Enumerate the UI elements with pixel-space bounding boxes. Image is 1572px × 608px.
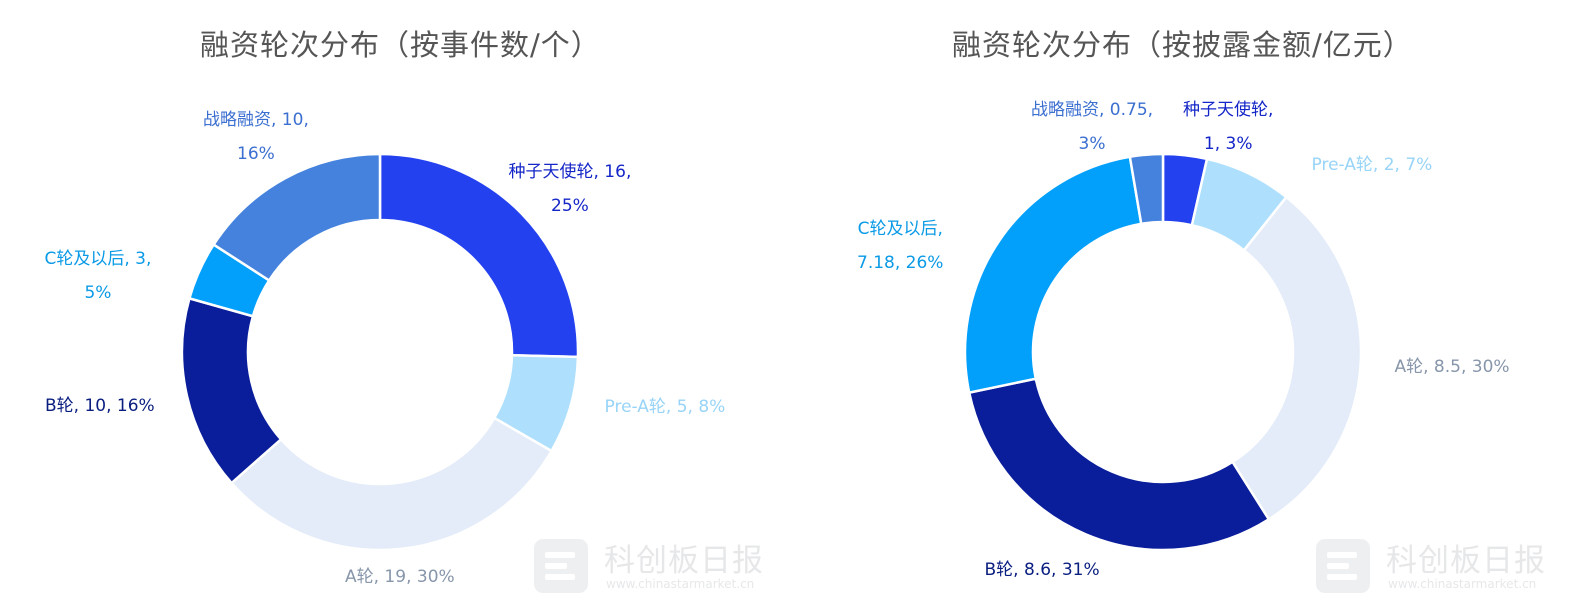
watermark-name: 科创板日报 — [604, 543, 764, 579]
slice-events-5 — [211, 152, 382, 283]
chart-title-amount: 融资轮次分布（按披露金额/亿元） — [952, 28, 1413, 62]
slice-label-line: 战略融资, 10, — [203, 110, 309, 130]
slice-label-line: A轮, 8.5, 30% — [1394, 357, 1510, 377]
slice-amount-2 — [1230, 195, 1363, 522]
slice-label-events-4: C轮及以后, 3, 5% — [45, 242, 152, 310]
slice-label-line: 种子天使轮, — [1183, 100, 1274, 120]
slice-label-line: 3% — [1078, 134, 1106, 154]
slice-amount-5 — [1128, 152, 1165, 226]
slice-label-line: 种子天使轮, 16, — [508, 162, 632, 182]
slice-amount-3 — [967, 377, 1271, 552]
watermark-logo-icon — [534, 539, 588, 593]
slice-amount-4 — [963, 155, 1143, 395]
slice-label-amount-0: 种子天使轮, 1, 3% — [1183, 93, 1273, 161]
slice-label-line: 5% — [84, 283, 112, 303]
watermark-name: 科创板日报 — [1386, 543, 1546, 579]
watermark-right: 科创板日报 www.chinastarmarket.cn — [1316, 535, 1566, 597]
slice-label-line: 25% — [551, 196, 589, 216]
slice-label-amount-5: 战略融资, 0.75, 3% — [1031, 93, 1153, 161]
slice-label-line: A轮, 19, 30% — [345, 567, 455, 587]
slice-label-line: Pre-A轮, 2, 7% — [1311, 155, 1433, 175]
slice-label-line: 战略融资, 0.75, — [1031, 100, 1154, 120]
watermark-left: 科创板日报 www.chinastarmarket.cn — [534, 535, 784, 597]
slice-label-line: C轮及以后, — [857, 219, 943, 239]
watermark-logo-icon — [1316, 539, 1370, 593]
slice-label-line: B轮, 10, 16% — [45, 396, 155, 416]
slice-label-amount-3: B轮, 8.6, 31% — [985, 553, 1100, 587]
chart-title-events: 融资轮次分布（按事件数/个） — [200, 28, 601, 62]
slice-label-line: C轮及以后, 3, — [44, 249, 152, 269]
slice-label-events-2: A轮, 19, 30% — [345, 560, 455, 594]
slice-label-events-3: B轮, 10, 16% — [45, 389, 155, 423]
slice-label-line: 1, 3% — [1203, 134, 1253, 154]
slice-label-line: 16% — [237, 144, 275, 164]
slice-label-amount-2: A轮, 8.5, 30% — [1395, 350, 1510, 384]
slice-label-amount-1: Pre-A轮, 2, 7% — [1312, 148, 1433, 182]
slice-label-events-5: 战略融资, 10, 16% — [203, 103, 309, 171]
slice-label-line: B轮, 8.6, 31% — [984, 560, 1100, 580]
slice-label-amount-4: C轮及以后, 7.18, 26% — [857, 212, 943, 280]
slice-label-events-1: Pre-A轮, 5, 8% — [605, 390, 726, 424]
watermark-url: www.chinastarmarket.cn — [606, 577, 755, 591]
slice-label-line: 7.18, 26% — [857, 253, 944, 273]
slice-events-2 — [229, 416, 554, 552]
slice-label-events-0: 种子天使轮, 16, 25% — [509, 155, 632, 223]
watermark-url: www.chinastarmarket.cn — [1388, 577, 1537, 591]
slice-label-line: Pre-A轮, 5, 8% — [604, 397, 726, 417]
